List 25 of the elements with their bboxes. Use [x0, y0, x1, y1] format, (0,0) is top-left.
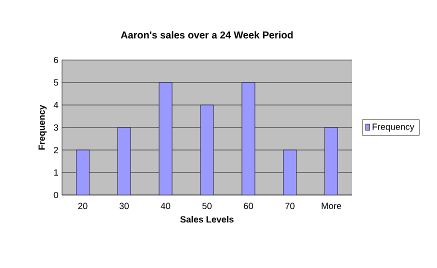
y-tick-label: 2 — [54, 146, 58, 154]
x-tick-label: 30 — [120, 202, 129, 210]
legend-label: Frequency — [372, 124, 414, 132]
x-tick-label: 20 — [78, 202, 88, 210]
x-tick-label: 70 — [285, 202, 294, 210]
y-tick-label: 4 — [54, 102, 58, 108]
y-tick-label: 5 — [54, 79, 58, 86]
bar — [117, 127, 131, 195]
y-tick-label: 6 — [54, 56, 58, 64]
bar — [283, 150, 297, 195]
y-tick-label: 1 — [54, 169, 58, 176]
x-tick-label: 40 — [160, 202, 170, 210]
bar — [324, 127, 338, 195]
y-tick-label: 3 — [54, 124, 58, 131]
x-tick-label: 50 — [202, 202, 212, 210]
x-axis-title: Sales Levels — [180, 216, 234, 223]
bar — [242, 82, 256, 195]
y-axis-title: Frequency — [38, 104, 47, 150]
bar — [158, 82, 172, 195]
bar — [76, 150, 90, 195]
x-tick-label: 60 — [244, 202, 254, 210]
x-tick-label: More — [322, 202, 342, 210]
y-tick-label: 0 — [54, 192, 58, 198]
bar — [200, 104, 214, 195]
chart-title: Aaron's sales over a 24 Week Period — [120, 31, 293, 39]
